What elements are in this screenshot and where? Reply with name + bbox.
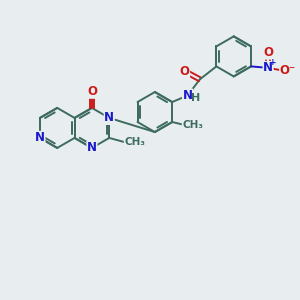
Text: O: O [263, 46, 273, 59]
Text: N: N [104, 111, 114, 124]
Text: N: N [182, 89, 193, 102]
Text: N: N [35, 131, 45, 144]
Text: +: + [269, 58, 277, 68]
Text: CH₃: CH₃ [124, 137, 145, 147]
Text: CH₃: CH₃ [182, 120, 203, 130]
Text: H: H [191, 93, 200, 103]
Text: O⁻: O⁻ [280, 64, 296, 77]
Text: O: O [87, 85, 97, 98]
Text: O: O [180, 64, 190, 78]
Text: N: N [87, 141, 97, 154]
Text: N: N [263, 61, 273, 74]
